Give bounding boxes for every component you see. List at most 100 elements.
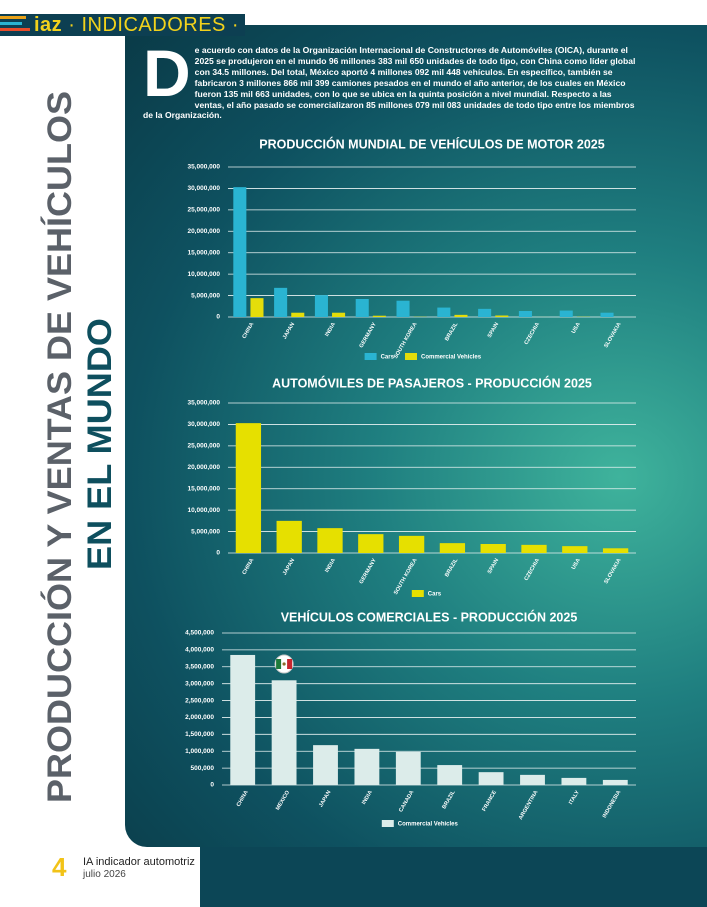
legend-swatch <box>405 353 417 360</box>
header-bar <box>0 14 245 36</box>
intro-text: e acuerdo con datos de la Organización I… <box>143 45 636 121</box>
legend-swatch <box>364 353 377 360</box>
x-tick-label: CZECHIA <box>524 558 541 582</box>
y-tick-label: 35,000,000 <box>187 164 220 171</box>
bar <box>250 298 264 317</box>
bar <box>559 310 573 317</box>
legend-label: Commercial Vehicles <box>398 822 459 828</box>
flag-emblem <box>282 662 286 666</box>
y-tick-label: 4,000,000 <box>185 647 214 654</box>
legend-label: Cars <box>381 355 395 361</box>
bar <box>478 772 504 785</box>
y-tick-label: 35,000,000 <box>187 400 220 407</box>
x-tick-label: JAPAN <box>282 322 296 341</box>
bar <box>372 315 386 317</box>
publication: IA indicador automotriz <box>83 856 195 868</box>
bar <box>521 544 547 553</box>
y-tick-label: 3,000,000 <box>185 680 214 687</box>
y-tick-label: 20,000,000 <box>187 464 220 471</box>
footer-block <box>200 847 707 907</box>
x-tick-label: SPAIN <box>487 322 500 339</box>
x-tick-label: SLOVAKIA <box>603 322 622 349</box>
bar <box>230 654 256 785</box>
title-line: PRODUCCIÓN Y VENTAS DE VEHÍCULOS <box>41 91 79 803</box>
bar <box>562 546 588 553</box>
flag-stripe <box>287 659 293 669</box>
x-tick-label: CANADA <box>398 790 415 814</box>
x-tick-label: USA <box>571 558 582 571</box>
y-tick-label: 5,000,000 <box>191 528 220 535</box>
y-tick-label: 2,000,000 <box>185 714 214 721</box>
chart-title: AUTOMÓVILES DE PASAJEROS - PRODUCCIÓN 20… <box>272 375 592 390</box>
y-tick-label: 10,000,000 <box>187 507 220 514</box>
x-tick-label: MEXICO <box>275 789 291 811</box>
bar <box>600 312 614 317</box>
bar <box>602 548 629 553</box>
x-tick-label: INDIA <box>361 790 374 806</box>
header: iaz · INDICADORES · <box>34 14 240 36</box>
flag-stripe <box>276 659 282 669</box>
x-tick-label: CHINA <box>236 790 250 808</box>
x-tick-label: FRANCE <box>481 789 498 812</box>
bar <box>317 528 343 553</box>
bar <box>235 423 262 553</box>
x-tick-label: CHINA <box>241 322 255 340</box>
x-tick-label: INDONESIA <box>602 790 622 819</box>
y-tick-label: 30,000,000 <box>187 421 220 428</box>
x-tick-label: BRAZIL <box>444 557 460 578</box>
drop-cap: D <box>143 36 191 110</box>
x-tick-label: ITALY <box>568 789 581 805</box>
x-tick-label: SLOVAKIA <box>603 558 622 585</box>
vertical-title: PRODUCCIÓN Y VENTAS DE VEHÍCULOS EN EL M… <box>41 91 119 803</box>
bar <box>398 535 425 553</box>
bar <box>358 534 384 553</box>
x-tick-label: USA <box>571 322 582 335</box>
logo: iaz <box>34 14 63 36</box>
y-tick-label: 25,000,000 <box>187 207 220 214</box>
bar <box>271 680 297 785</box>
bar <box>291 312 305 317</box>
y-tick-label: 1,500,000 <box>185 731 214 738</box>
x-tick-label: ARGENTINA <box>518 790 540 821</box>
y-tick-label: 30,000,000 <box>187 185 220 192</box>
x-tick-label: BRAZIL <box>444 321 460 342</box>
bar <box>602 779 628 785</box>
bar <box>395 751 421 785</box>
bar <box>437 765 463 785</box>
x-tick-label: BRAZIL <box>441 789 457 810</box>
x-tick-label: JAPAN <box>318 790 332 809</box>
x-tick-label: CZECHIA <box>524 322 541 346</box>
legend-label: Commercial Vehicles <box>421 355 482 361</box>
chart-title: VEHÍCULOS COMERCIALES - PRODUCCIÓN 2025 <box>281 609 578 624</box>
legend-swatch <box>381 820 394 827</box>
y-tick-label: 2,500,000 <box>185 697 214 704</box>
y-tick-label: 10,000,000 <box>187 271 220 278</box>
stripe <box>0 22 22 25</box>
title-line: EN EL MUNDO <box>81 318 119 570</box>
chart-title: PRODUCCIÓN MUNDIAL DE VEHÍCULOS DE MOTOR… <box>259 136 604 151</box>
bar <box>439 543 466 553</box>
y-tick-label: 3,500,000 <box>185 663 214 670</box>
bar <box>454 314 468 317</box>
x-tick-label: INDIA <box>324 558 337 574</box>
bar <box>274 287 288 317</box>
y-tick-label: 500,000 <box>191 765 215 772</box>
x-tick-label: SPAIN <box>487 558 500 575</box>
x-tick-label: JAPAN <box>282 558 296 577</box>
x-tick-label: CHINA <box>241 558 255 576</box>
y-tick-label: 0 <box>210 782 214 789</box>
section: INDICADORES <box>81 14 226 36</box>
bar <box>332 312 346 317</box>
bar <box>396 300 410 317</box>
page-number: 4 <box>52 852 67 882</box>
y-tick-label: 15,000,000 <box>187 249 220 256</box>
y-tick-label: 15,000,000 <box>187 485 220 492</box>
x-tick-label: INDIA <box>324 322 337 338</box>
bar <box>495 315 509 317</box>
legend-swatch <box>411 590 424 597</box>
bar <box>354 748 380 785</box>
bar <box>561 777 587 785</box>
bar <box>518 311 532 317</box>
